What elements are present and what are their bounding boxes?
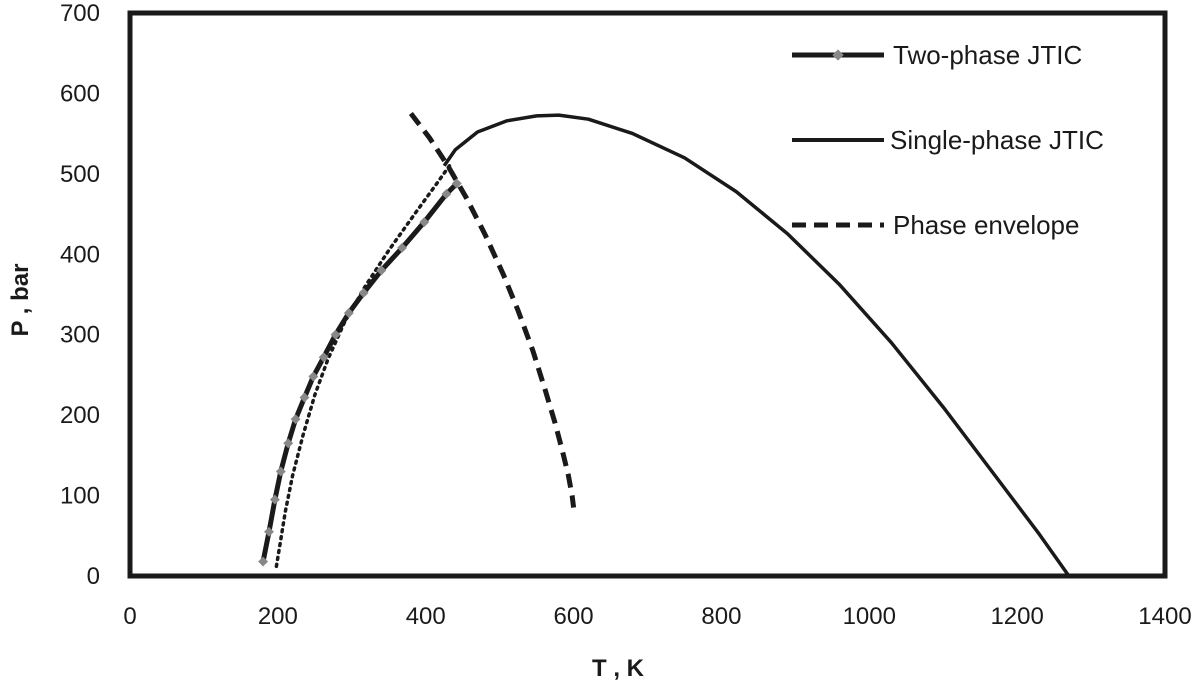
series-line-two-phase xyxy=(260,181,459,562)
x-axis-title: T , K xyxy=(592,655,645,682)
series-marker-two-phase xyxy=(451,178,462,189)
series-marker-two-phase xyxy=(258,556,269,567)
legend-marker-two-phase xyxy=(832,49,844,61)
x-tick-label: 1000 xyxy=(843,603,896,630)
x-tick-label: 600 xyxy=(554,603,594,630)
x-tick-labels: 0 200 400 600 800 1000 1200 1400 xyxy=(123,603,1191,630)
series-marker-two-phase xyxy=(283,438,294,449)
legend-item-two-phase: Two-phase JTIC xyxy=(792,40,1082,70)
series-marker-two-phase xyxy=(290,414,301,425)
series-marker-two-phase xyxy=(330,329,341,340)
x-tick-label: 400 xyxy=(406,603,446,630)
series-line-dotted xyxy=(274,164,452,569)
legend-label-phase-envelope: Phase envelope xyxy=(893,210,1079,240)
plot-frame xyxy=(127,10,1168,579)
y-tick-labels: 0 100 200 300 400 500 600 700 xyxy=(60,0,100,590)
legend-item-phase-envelope: Phase envelope xyxy=(792,210,1079,240)
y-tick-label: 700 xyxy=(60,0,100,27)
series-marker-two-phase xyxy=(275,466,286,477)
series-marker-two-phase xyxy=(269,494,280,505)
y-tick-label: 500 xyxy=(60,161,100,188)
series-line-single-phase xyxy=(442,113,1071,578)
series-marker-two-phase xyxy=(376,265,387,276)
y-tick-label: 0 xyxy=(87,563,100,590)
series-line-phase-envelope xyxy=(408,111,577,508)
legend-item-single-phase: Single-phase JTIC xyxy=(792,125,1104,155)
series-marker-two-phase xyxy=(397,242,408,253)
legend-label-two-phase: Two-phase JTIC xyxy=(893,40,1082,70)
x-tick-label: 0 xyxy=(123,603,136,630)
series-marker-two-phase xyxy=(318,352,329,363)
series-marker-two-phase xyxy=(441,189,452,199)
y-tick-label: 100 xyxy=(60,483,100,510)
legend-label-single-phase: Single-phase JTIC xyxy=(890,125,1104,155)
series-marker-two-phase xyxy=(264,526,274,537)
x-tick-label: 1400 xyxy=(1138,603,1191,630)
legend: Two-phase JTIC Single-phase JTIC Phase e… xyxy=(792,40,1104,240)
series-marker-two-phase xyxy=(358,287,369,298)
y-tick-label: 200 xyxy=(60,402,100,429)
y-tick-label: 600 xyxy=(60,80,100,107)
x-tick-label: 800 xyxy=(701,603,741,630)
y-tick-label: 400 xyxy=(60,241,100,268)
x-tick-label: 200 xyxy=(258,603,298,630)
series-marker-two-phase xyxy=(308,371,319,382)
y-axis-title: P , bar xyxy=(7,264,34,337)
series-marker-two-phase xyxy=(419,217,430,228)
series-marker-two-phase xyxy=(343,308,354,318)
series-marker-two-phase xyxy=(299,392,310,403)
series-layer xyxy=(258,111,1071,578)
x-tick-label: 1200 xyxy=(990,603,1043,630)
y-tick-label: 300 xyxy=(60,322,100,349)
